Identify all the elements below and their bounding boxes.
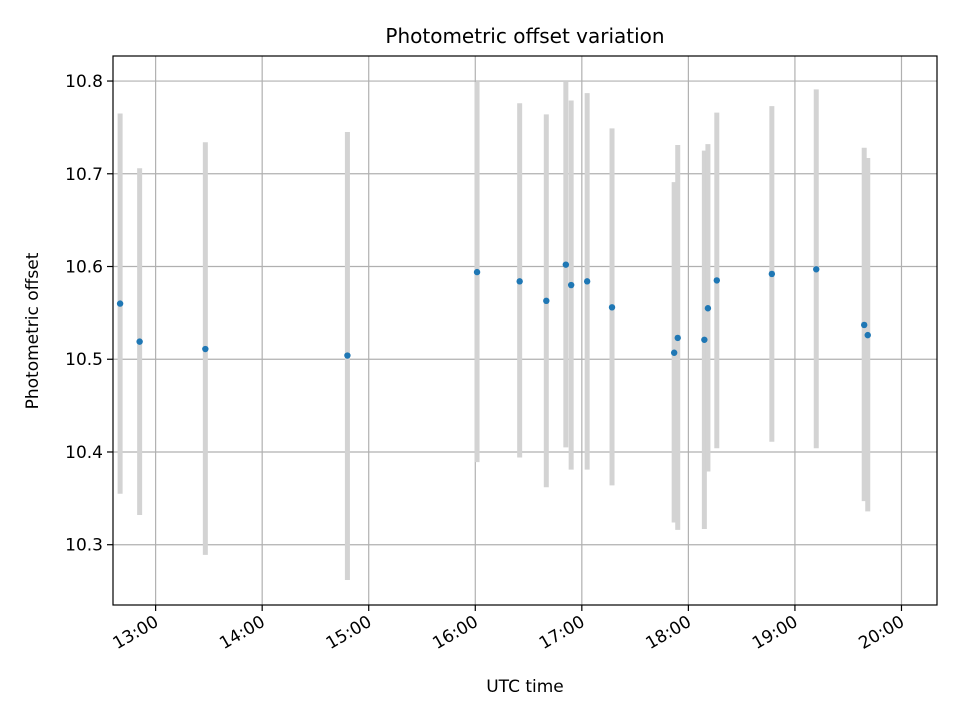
data-point — [864, 331, 871, 339]
chart-title: Photometric offset variation — [385, 24, 664, 48]
data-point — [567, 281, 575, 289]
plot-frame — [112, 55, 938, 606]
data-point — [116, 300, 124, 307]
y-tick-label: 10.3 — [65, 536, 103, 556]
data-point — [136, 338, 143, 345]
data-point — [516, 278, 523, 285]
data-point — [768, 270, 776, 278]
y-tick-label: 10.7 — [65, 165, 103, 185]
data-point — [860, 321, 868, 329]
y-tick-label: 10.4 — [65, 443, 103, 463]
data-point — [202, 345, 209, 353]
data-point — [713, 277, 720, 284]
data-points — [116, 261, 871, 359]
x-axis-label: UTC time — [486, 677, 564, 697]
data-point — [473, 268, 481, 276]
y-tick-label: 10.6 — [65, 258, 103, 278]
data-point — [608, 304, 616, 311]
data-point — [670, 349, 678, 356]
y-axis-label: Photometric offset — [23, 252, 43, 409]
data-point — [543, 297, 550, 305]
data-point — [701, 336, 708, 343]
data-point — [674, 334, 681, 342]
data-point — [704, 305, 712, 312]
y-axis: 10.3 10.4 10.5 10.6 10.7 10.8 — [65, 72, 113, 556]
data-point — [344, 352, 351, 359]
y-tick-label: 10.5 — [65, 350, 103, 370]
y-tick-label: 10.8 — [65, 72, 103, 92]
data-point — [583, 278, 591, 285]
data-point — [562, 261, 570, 268]
grid — [113, 56, 937, 605]
data-point — [813, 266, 820, 273]
